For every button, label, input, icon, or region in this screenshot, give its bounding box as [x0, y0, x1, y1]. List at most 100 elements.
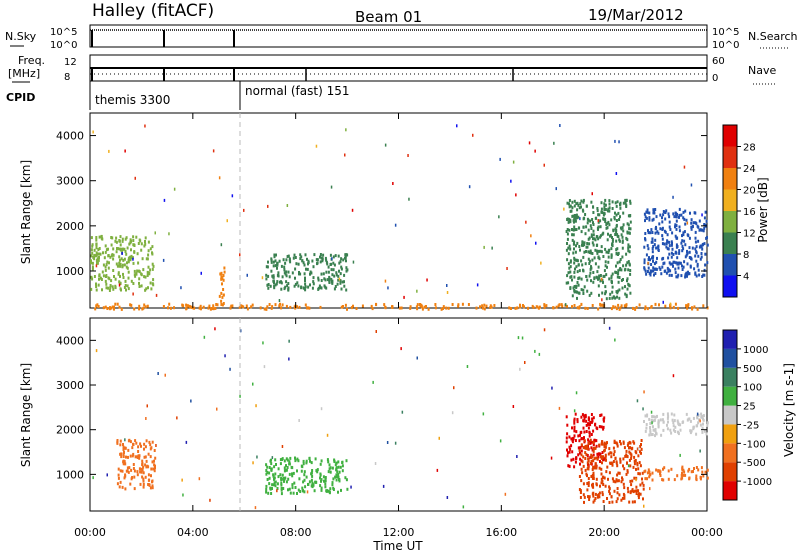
- range-cell: [122, 452, 125, 456]
- range-cell: [610, 495, 613, 499]
- range-cell: [538, 352, 541, 356]
- range-cell: [280, 478, 283, 482]
- range-cell: [301, 259, 304, 263]
- range-cell: [307, 262, 309, 266]
- range-cell: [207, 306, 210, 310]
- range-cell: [615, 500, 618, 504]
- range-cell: [265, 469, 268, 472]
- range-cell: [629, 272, 632, 276]
- range-cell: [269, 459, 272, 463]
- range-cell: [636, 399, 639, 403]
- range-cell: [614, 211, 616, 215]
- range-cell: [665, 209, 668, 213]
- range-cell: [320, 459, 323, 463]
- colorbar-tick-label: 16: [743, 207, 756, 218]
- cpid-mode-normal: normal (fast) 151: [245, 84, 349, 98]
- range-cell: [97, 248, 100, 252]
- range-cell: [566, 201, 569, 205]
- range-cell: [662, 428, 665, 432]
- range-cell: [652, 211, 655, 215]
- range-cell: [271, 456, 274, 460]
- range-cell: [141, 463, 144, 467]
- range-cell: [687, 272, 690, 276]
- range-cell: [670, 273, 673, 277]
- range-cell: [271, 483, 274, 487]
- range-cell: [634, 459, 637, 462]
- range-cell: [661, 220, 664, 224]
- range-cell: [599, 484, 601, 488]
- range-cell: [573, 304, 576, 307]
- range-cell: [315, 144, 318, 148]
- range-cell: [265, 487, 268, 491]
- range-cell: [577, 263, 580, 267]
- range-cell: [551, 386, 553, 390]
- range-cell: [598, 293, 600, 297]
- range-cell: [309, 459, 311, 463]
- range-cell: [297, 284, 300, 288]
- range-cell: [114, 302, 117, 306]
- range-cell: [304, 303, 307, 307]
- range-cell: [152, 283, 155, 287]
- range-cell: [657, 231, 660, 235]
- range-cell: [296, 492, 298, 495]
- range-cell: [568, 266, 571, 270]
- range-cell: [692, 416, 695, 420]
- range-cell: [124, 438, 126, 442]
- range-cell: [614, 480, 617, 484]
- range-cell: [706, 423, 709, 427]
- range-cell: [688, 246, 691, 250]
- colorbar-swatch: [723, 386, 737, 406]
- range-cell: [587, 418, 590, 422]
- range-cell: [630, 457, 633, 460]
- range-cell: [329, 466, 332, 470]
- range-cell: [268, 471, 271, 475]
- range-cell: [668, 244, 671, 248]
- range-cell: [580, 449, 583, 453]
- range-cell: [259, 306, 262, 310]
- range-cell: [593, 438, 596, 442]
- range-cell: [579, 491, 582, 494]
- range-cell: [324, 485, 327, 489]
- range-cell: [654, 267, 657, 271]
- range-cell: [576, 201, 579, 205]
- range-cell: [337, 460, 340, 464]
- range-cell: [596, 209, 599, 213]
- range-cell: [149, 455, 152, 459]
- range-cell: [110, 243, 113, 247]
- range-cell: [317, 286, 320, 290]
- range-cell: [704, 263, 707, 267]
- range-cell: [294, 267, 297, 271]
- range-cell: [570, 444, 573, 448]
- range-cell: [659, 472, 661, 476]
- range-cell: [701, 470, 704, 474]
- range-cell: [642, 483, 645, 487]
- range-cell: [370, 304, 373, 308]
- range-cell: [615, 204, 618, 208]
- range-cell: [643, 261, 646, 265]
- range-cell: [519, 303, 521, 307]
- range-cell: [127, 276, 130, 280]
- range-cell: [185, 440, 188, 444]
- range-cell: [597, 284, 600, 288]
- range-cell: [132, 235, 135, 239]
- range-cell: [574, 439, 577, 442]
- range-cell: [114, 239, 117, 243]
- range-cell: [408, 197, 410, 201]
- range-cell: [604, 203, 607, 207]
- range-cell: [617, 303, 620, 307]
- range-cell: [656, 256, 658, 260]
- range-cell: [589, 420, 592, 424]
- range-cell: [296, 457, 299, 461]
- range-cell: [144, 445, 147, 449]
- range-cell: [618, 296, 621, 300]
- range-cell: [147, 478, 150, 482]
- range-cell: [110, 279, 113, 283]
- range-cell: [119, 281, 122, 285]
- range-cell: [141, 257, 144, 261]
- range-cell: [280, 476, 283, 480]
- range-cell: [637, 493, 640, 497]
- range-cell: [550, 456, 553, 460]
- range-cell: [575, 430, 578, 434]
- range-cell: [650, 305, 653, 309]
